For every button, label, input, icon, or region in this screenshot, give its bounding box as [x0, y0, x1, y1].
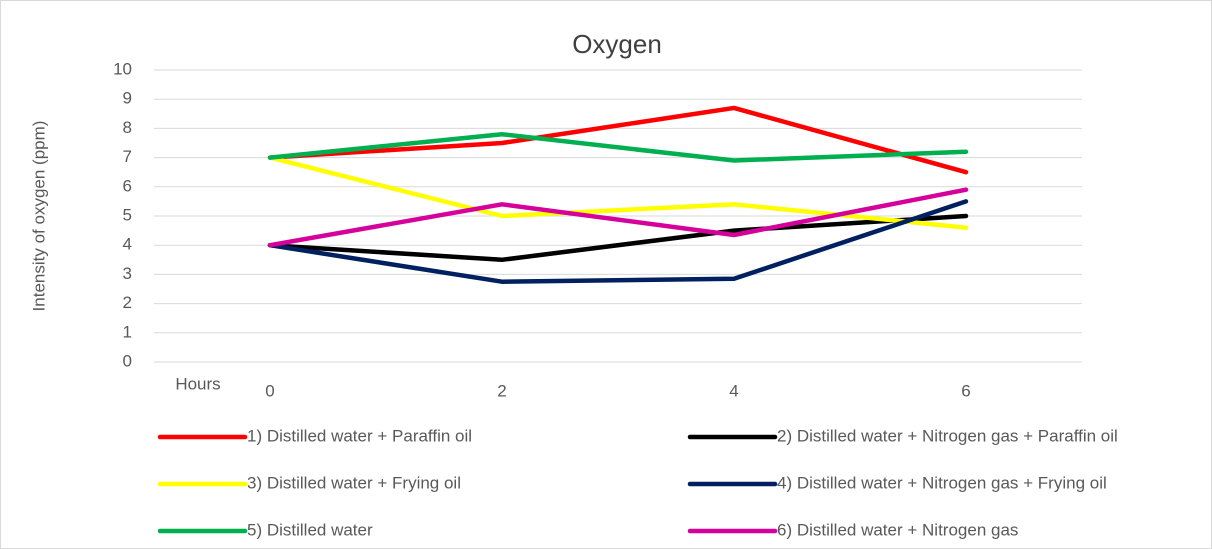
legend-label: 1) Distilled water + Paraffin oil: [247, 426, 472, 445]
legend-label: 4) Distilled water + Nitrogen gas + Fryi…: [777, 473, 1107, 492]
y-tick-label: 2: [123, 293, 132, 312]
y-tick-label: 3: [123, 264, 132, 283]
y-tick-label: 5: [123, 205, 132, 224]
y-tick-label: 6: [123, 176, 132, 195]
x-tick-label: 2: [497, 381, 506, 400]
chart-title: Oxygen: [572, 29, 662, 59]
series-line: [267, 131, 969, 163]
legend-label: 5) Distilled water: [247, 520, 373, 539]
series-line: [267, 213, 969, 263]
y-tick-label: 4: [123, 235, 132, 254]
y-tick-label: 7: [123, 147, 132, 166]
series-line: [267, 105, 969, 175]
series-line: [267, 199, 969, 284]
x-tick-label: 4: [729, 381, 738, 400]
x-axis-label: Hours: [175, 374, 220, 393]
y-axis-label: Intensity of oxygen (ppm): [29, 121, 48, 312]
y-tick-label: 9: [123, 89, 132, 108]
y-tick-label: 0: [123, 351, 132, 370]
x-tick-label: 0: [265, 381, 274, 400]
series-line: [267, 187, 969, 248]
y-tick-label: 8: [123, 118, 132, 137]
y-tick-label: 10: [113, 59, 132, 78]
series-line: [267, 155, 969, 230]
y-tick-label: 1: [123, 322, 132, 341]
legend-label: 3) Distilled water + Frying oil: [247, 473, 461, 492]
legend-label: 2) Distilled water + Nitrogen gas + Para…: [777, 426, 1118, 445]
x-tick-label: 6: [961, 381, 970, 400]
legend-label: 6) Distilled water + Nitrogen gas: [777, 520, 1018, 539]
